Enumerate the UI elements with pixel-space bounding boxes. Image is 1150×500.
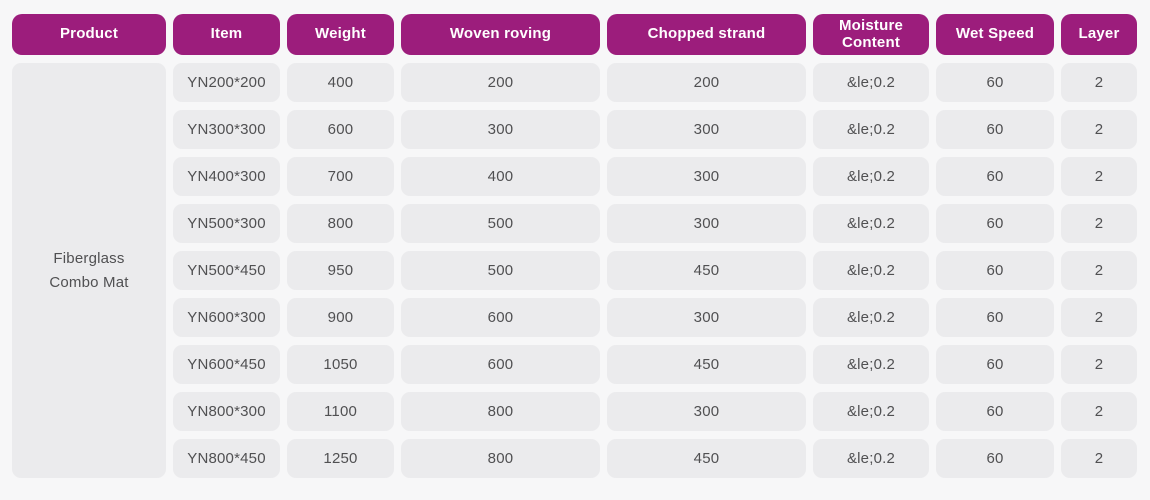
cell-item: YN300*300	[173, 110, 280, 149]
cell-layer: 2	[1061, 439, 1137, 478]
cell-layer: 2	[1061, 63, 1137, 102]
column-header-chopped-strand: Chopped strand	[607, 14, 806, 55]
cell-item: YN500*300	[173, 204, 280, 243]
cell-layer: 2	[1061, 392, 1137, 431]
cell-moisture-content: &le;0.2	[813, 63, 929, 102]
cell-chopped-strand: 300	[607, 392, 806, 431]
cell-wet-speed: 60	[936, 204, 1054, 243]
cell-woven-roving: 800	[401, 392, 600, 431]
cell-item: YN200*200	[173, 63, 280, 102]
cell-wet-speed: 60	[936, 251, 1054, 290]
cell-weight: 1050	[287, 345, 394, 384]
cell-wet-speed: 60	[936, 298, 1054, 337]
cell-weight: 900	[287, 298, 394, 337]
cell-woven-roving: 600	[401, 345, 600, 384]
cell-layer: 2	[1061, 298, 1137, 337]
cell-wet-speed: 60	[936, 157, 1054, 196]
cell-weight: 1100	[287, 392, 394, 431]
cell-weight: 800	[287, 204, 394, 243]
cell-chopped-strand: 450	[607, 251, 806, 290]
cell-item: YN400*300	[173, 157, 280, 196]
cell-item: YN800*300	[173, 392, 280, 431]
cell-chopped-strand: 300	[607, 204, 806, 243]
cell-woven-roving: 400	[401, 157, 600, 196]
column-header-layer: Layer	[1061, 14, 1137, 55]
cell-item: YN600*450	[173, 345, 280, 384]
cell-woven-roving: 500	[401, 251, 600, 290]
cell-wet-speed: 60	[936, 345, 1054, 384]
cell-chopped-strand: 450	[607, 345, 806, 384]
column-header-moisture-content: Moisture Content	[813, 14, 929, 55]
cell-layer: 2	[1061, 204, 1137, 243]
cell-woven-roving: 800	[401, 439, 600, 478]
cell-moisture-content: &le;0.2	[813, 439, 929, 478]
column-header-wet-speed: Wet Speed	[936, 14, 1054, 55]
cell-wet-speed: 60	[936, 392, 1054, 431]
cell-layer: 2	[1061, 251, 1137, 290]
cell-moisture-content: &le;0.2	[813, 110, 929, 149]
cell-weight: 950	[287, 251, 394, 290]
cell-item: YN500*450	[173, 251, 280, 290]
cell-wet-speed: 60	[936, 110, 1054, 149]
product-name-cell: Fiberglass Combo Mat	[12, 63, 166, 478]
cell-layer: 2	[1061, 157, 1137, 196]
cell-moisture-content: &le;0.2	[813, 157, 929, 196]
cell-layer: 2	[1061, 345, 1137, 384]
cell-chopped-strand: 300	[607, 298, 806, 337]
cell-wet-speed: 60	[936, 63, 1054, 102]
cell-wet-speed: 60	[936, 439, 1054, 478]
cell-layer: 2	[1061, 110, 1137, 149]
column-header-item: Item	[173, 14, 280, 55]
column-header-weight: Weight	[287, 14, 394, 55]
cell-weight: 400	[287, 63, 394, 102]
cell-chopped-strand: 450	[607, 439, 806, 478]
cell-weight: 700	[287, 157, 394, 196]
cell-woven-roving: 300	[401, 110, 600, 149]
cell-moisture-content: &le;0.2	[813, 204, 929, 243]
column-header-product: Product	[12, 14, 166, 55]
cell-moisture-content: &le;0.2	[813, 298, 929, 337]
cell-item: YN600*300	[173, 298, 280, 337]
cell-chopped-strand: 300	[607, 157, 806, 196]
cell-weight: 600	[287, 110, 394, 149]
cell-moisture-content: &le;0.2	[813, 392, 929, 431]
column-header-woven-roving: Woven roving	[401, 14, 600, 55]
cell-moisture-content: &le;0.2	[813, 345, 929, 384]
cell-moisture-content: &le;0.2	[813, 251, 929, 290]
cell-weight: 1250	[287, 439, 394, 478]
cell-item: YN800*450	[173, 439, 280, 478]
cell-woven-roving: 600	[401, 298, 600, 337]
cell-woven-roving: 500	[401, 204, 600, 243]
cell-woven-roving: 200	[401, 63, 600, 102]
fiberglass-combo-mat-spec-table: Product Item Weight Woven roving Chopped…	[12, 14, 1137, 478]
cell-chopped-strand: 200	[607, 63, 806, 102]
cell-chopped-strand: 300	[607, 110, 806, 149]
product-name: Fiberglass Combo Mat	[49, 250, 129, 291]
